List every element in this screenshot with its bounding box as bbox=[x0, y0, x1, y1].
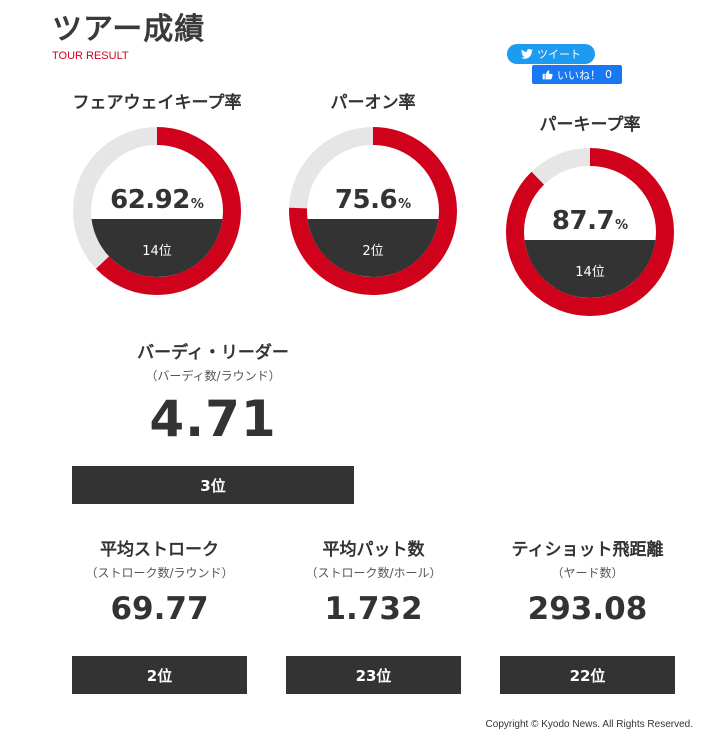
par-keep-donut: 87.7% 14位 bbox=[504, 146, 676, 318]
page-title: ツアー成績 bbox=[52, 12, 206, 47]
par-keep-stat: パーキープ率 87.7% 14位 bbox=[495, 110, 685, 318]
birdie-leader-value: 4.71 bbox=[149, 390, 277, 448]
avg-putt-title: 平均パット数 bbox=[322, 540, 425, 560]
fairway-keep-stat: フェアウェイキープ率 62.92% 14位 bbox=[62, 88, 252, 297]
drive-distance-value: 293.08 bbox=[527, 591, 648, 627]
donut-value-arc bbox=[289, 127, 457, 295]
page-subtitle: TOUR RESULT bbox=[52, 50, 129, 62]
twitter-bird-icon bbox=[521, 49, 533, 59]
birdie-leader-title: バーディ・リーダー bbox=[137, 343, 289, 363]
par-keep-rank: 14位 bbox=[575, 265, 605, 280]
avg-stroke-value: 69.77 bbox=[110, 591, 209, 627]
par-keep-title: パーキープ率 bbox=[539, 115, 641, 135]
like-count: 0 bbox=[605, 68, 612, 81]
birdie-leader-rank: 3位 bbox=[72, 466, 354, 504]
donut-value-arc bbox=[73, 127, 241, 295]
like-label: いいね！ bbox=[557, 68, 601, 82]
par-on-rank: 2位 bbox=[362, 244, 384, 259]
avg-putt-note: （ストローク数/ホール） bbox=[305, 566, 442, 580]
par-on-donut: 75.6% 2位 bbox=[287, 125, 459, 297]
like-button[interactable]: いいね！ 0 bbox=[532, 65, 622, 84]
avg-stroke-note: （ストローク数/ラウンド） bbox=[85, 566, 234, 580]
par-on-value: 75.6% bbox=[334, 185, 412, 215]
avg-stroke-title: 平均ストローク bbox=[100, 540, 219, 560]
avg-stroke-rank: 2位 bbox=[72, 656, 247, 694]
fairway-keep-rank: 14位 bbox=[142, 244, 172, 259]
birdie-leader-stat: バーディ・リーダー （バーディ数/ラウンド） 4.71 bbox=[72, 338, 354, 448]
thumbs-up-icon bbox=[542, 69, 553, 80]
par-on-stat: パーオン率 75.6% 2位 bbox=[278, 88, 468, 297]
copyright: Copyright © Kyodo News. All Rights Reser… bbox=[485, 719, 693, 730]
drive-distance-stat: ティショット飛距離 （ヤード数） 293.08 bbox=[500, 535, 675, 627]
donut-rank-fill bbox=[91, 219, 223, 277]
donut-rank-fill bbox=[307, 219, 439, 277]
par-on-title: パーオン率 bbox=[330, 93, 416, 113]
tweet-label: ツイート bbox=[537, 48, 581, 61]
avg-putt-stat: 平均パット数 （ストローク数/ホール） 1.732 bbox=[286, 535, 461, 627]
drive-distance-title: ティショット飛距離 bbox=[511, 540, 664, 560]
tweet-button[interactable]: ツイート bbox=[507, 44, 595, 64]
avg-putt-rank: 23位 bbox=[286, 656, 461, 694]
fairway-keep-value: 62.92% bbox=[110, 185, 204, 215]
donut-value-arc bbox=[506, 148, 674, 316]
drive-distance-note: （ヤード数） bbox=[551, 566, 624, 580]
donut-rank-fill bbox=[524, 240, 656, 298]
birdie-leader-note: （バーディ数/ラウンド） bbox=[145, 369, 281, 383]
drive-distance-rank: 22位 bbox=[500, 656, 675, 694]
par-keep-value: 87.7% bbox=[551, 206, 629, 236]
fairway-keep-title: フェアウェイキープ率 bbox=[72, 93, 242, 113]
avg-putt-value: 1.732 bbox=[324, 591, 423, 627]
avg-stroke-stat: 平均ストローク （ストローク数/ラウンド） 69.77 bbox=[72, 535, 247, 627]
fairway-keep-donut: 62.92% 14位 bbox=[71, 125, 243, 297]
